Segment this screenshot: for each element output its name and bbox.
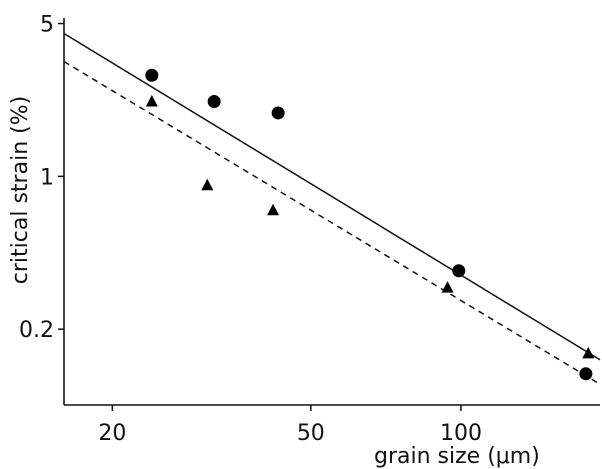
x-axis-label: grain size (μm) <box>374 444 540 469</box>
triangle-point <box>582 346 595 359</box>
circle-point <box>271 106 285 120</box>
y-axis-label: critical strain (%) <box>8 96 33 284</box>
axes <box>63 18 600 406</box>
fit-line-dashed <box>63 60 601 385</box>
triangle-point <box>201 178 214 191</box>
x-tick-label: 50 <box>297 421 325 446</box>
fit-line-solid <box>63 32 601 361</box>
triangle-point <box>441 281 454 293</box>
circle-point <box>452 264 466 278</box>
ticks: 20 50 100 0.2 1 5 <box>19 13 482 446</box>
triangle-point <box>267 203 280 216</box>
triangle-point <box>145 94 158 107</box>
y-tick-label: 1 <box>40 165 54 190</box>
circle-point <box>579 367 593 381</box>
fit-lines <box>63 32 601 385</box>
circle-point <box>145 68 159 82</box>
y-tick-label: 5 <box>40 13 54 38</box>
x-tick-label: 20 <box>98 421 126 446</box>
circle-point <box>207 94 221 108</box>
x-tick-label: 100 <box>440 421 482 446</box>
data-points <box>145 68 595 381</box>
y-tick-label: 0.2 <box>19 318 54 343</box>
